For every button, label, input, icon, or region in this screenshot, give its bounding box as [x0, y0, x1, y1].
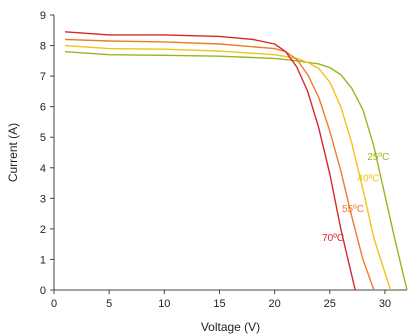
y-tick-label: 1 — [40, 254, 46, 266]
y-tick-label: 4 — [40, 163, 46, 175]
y-tick-label: 9 — [40, 10, 46, 22]
y-tick-label: 3 — [40, 193, 46, 205]
x-tick-label: 30 — [379, 298, 391, 310]
x-tick-label: 20 — [269, 298, 281, 310]
x-tick-label: 0 — [51, 298, 57, 310]
x-tick-label: 10 — [158, 298, 170, 310]
series-label: 40ºC — [357, 174, 379, 185]
y-tick-label: 8 — [40, 41, 46, 53]
y-axis-title: Current (A) — [6, 123, 20, 182]
x-tick-label: 25 — [324, 298, 336, 310]
y-tick-label: 5 — [40, 132, 46, 144]
x-tick-label: 15 — [213, 298, 225, 310]
series-label: 55ºC — [342, 204, 364, 215]
series-labels: 25ºC 40ºC 55ºC 70ºC — [322, 152, 389, 244]
y-tick-label: 0 — [40, 285, 46, 297]
series-line — [64, 51, 408, 291]
x-tick-label: 5 — [106, 298, 112, 310]
y-tick-label: 6 — [40, 102, 46, 114]
series-lines — [64, 31, 408, 291]
y-tick-label: 7 — [40, 71, 46, 83]
series-label: 70ºC — [322, 233, 344, 244]
series-line — [64, 44, 392, 291]
y-tick-label: 2 — [40, 224, 46, 236]
axes: 0 1 2 3 4 5 6 7 8 9 0 5 10 15 20 25 30 — [40, 10, 407, 310]
series-label: 25ºC — [367, 152, 389, 163]
series-line — [64, 38, 375, 291]
x-axis-title: Voltage (V) — [201, 320, 260, 334]
series-line — [64, 31, 356, 291]
